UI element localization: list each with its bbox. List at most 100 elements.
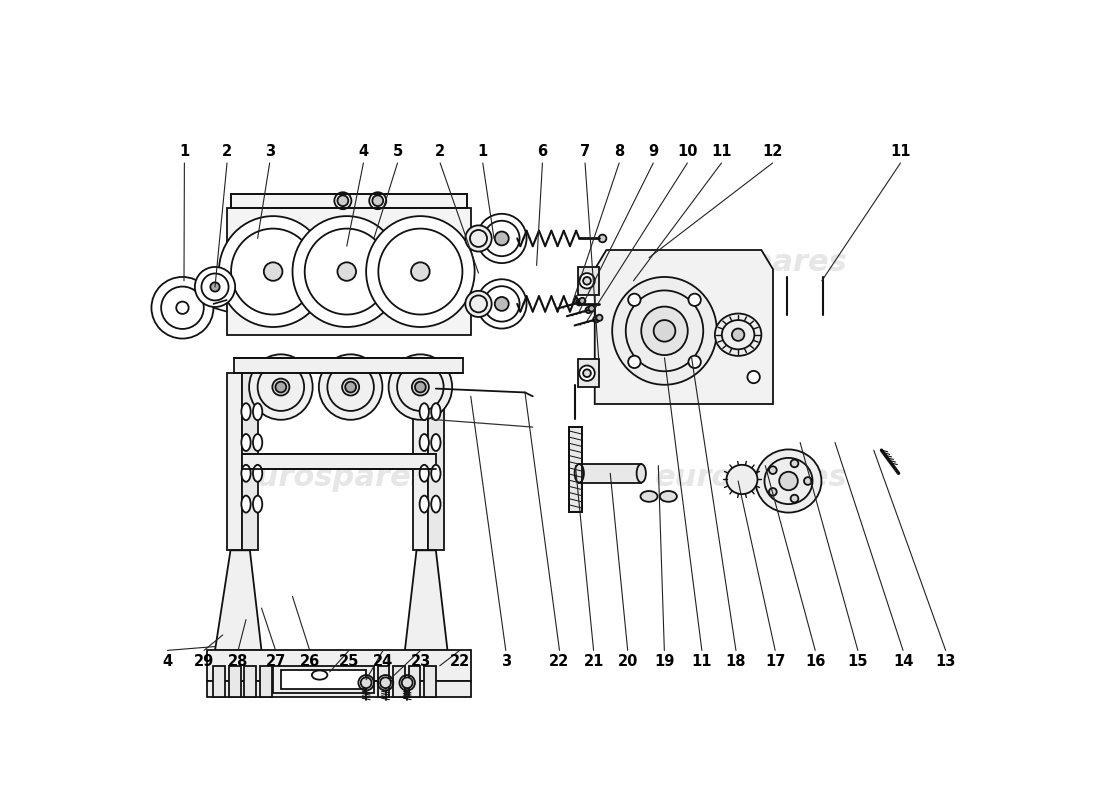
Text: 11: 11	[692, 654, 712, 670]
Circle shape	[580, 298, 585, 304]
Text: 7: 7	[580, 144, 590, 159]
Ellipse shape	[419, 465, 429, 482]
Circle shape	[583, 277, 591, 285]
Polygon shape	[405, 550, 448, 650]
Text: 3: 3	[265, 144, 275, 159]
Text: 14: 14	[893, 654, 913, 670]
Bar	[229, 666, 241, 697]
Ellipse shape	[366, 216, 474, 327]
Bar	[242, 454, 436, 470]
Text: eurospares: eurospares	[654, 248, 848, 277]
Text: 22: 22	[450, 654, 470, 670]
Ellipse shape	[477, 214, 527, 263]
Ellipse shape	[419, 496, 429, 513]
Bar	[578, 359, 600, 387]
Text: 21: 21	[583, 654, 604, 670]
Ellipse shape	[431, 496, 440, 513]
Circle shape	[628, 356, 640, 368]
Ellipse shape	[431, 465, 440, 482]
Circle shape	[210, 282, 220, 291]
Bar	[409, 666, 420, 697]
Circle shape	[495, 231, 508, 246]
Circle shape	[628, 294, 640, 306]
Ellipse shape	[411, 378, 429, 395]
Circle shape	[689, 294, 701, 306]
Ellipse shape	[465, 226, 492, 251]
Circle shape	[576, 299, 582, 306]
Circle shape	[769, 466, 777, 474]
Text: 2: 2	[436, 144, 446, 159]
Ellipse shape	[715, 314, 761, 356]
Text: 3: 3	[500, 654, 510, 670]
Ellipse shape	[653, 320, 675, 342]
Text: 13: 13	[935, 654, 956, 670]
Circle shape	[345, 382, 356, 393]
Ellipse shape	[419, 403, 429, 420]
Ellipse shape	[195, 267, 235, 307]
Text: 22: 22	[549, 654, 570, 670]
Bar	[213, 666, 226, 697]
Circle shape	[593, 316, 600, 322]
Circle shape	[791, 459, 799, 467]
Bar	[578, 267, 600, 294]
Ellipse shape	[253, 434, 262, 451]
Ellipse shape	[241, 434, 251, 451]
Ellipse shape	[640, 491, 658, 502]
Ellipse shape	[312, 670, 328, 680]
Text: 19: 19	[654, 654, 674, 670]
Text: eurospares: eurospares	[654, 463, 848, 493]
Text: 15: 15	[848, 654, 868, 670]
Bar	[425, 666, 436, 697]
Circle shape	[338, 262, 356, 281]
Circle shape	[791, 494, 799, 502]
Ellipse shape	[241, 465, 251, 482]
Text: 27: 27	[265, 654, 286, 670]
Ellipse shape	[253, 496, 262, 513]
Text: 4: 4	[359, 144, 369, 159]
Text: 1: 1	[179, 144, 189, 159]
Bar	[580, 464, 641, 482]
Polygon shape	[595, 250, 773, 404]
Polygon shape	[242, 373, 257, 550]
Circle shape	[596, 314, 603, 321]
Ellipse shape	[152, 277, 213, 338]
Text: 17: 17	[764, 654, 785, 670]
Circle shape	[804, 477, 812, 485]
Polygon shape	[231, 194, 466, 208]
Ellipse shape	[388, 354, 452, 420]
Circle shape	[769, 488, 777, 496]
Ellipse shape	[641, 306, 688, 355]
Circle shape	[415, 382, 426, 393]
Text: 5: 5	[393, 144, 403, 159]
Polygon shape	[234, 358, 463, 373]
Ellipse shape	[293, 216, 402, 327]
Text: 9: 9	[648, 144, 658, 159]
Bar	[207, 682, 471, 697]
Ellipse shape	[249, 354, 312, 420]
Polygon shape	[412, 373, 428, 550]
Text: 26: 26	[299, 654, 320, 670]
Ellipse shape	[637, 464, 646, 482]
Circle shape	[372, 195, 383, 206]
Text: 11: 11	[712, 144, 732, 159]
Circle shape	[275, 382, 286, 393]
Circle shape	[583, 370, 591, 377]
Bar	[260, 666, 272, 697]
Text: 28: 28	[228, 654, 249, 670]
Ellipse shape	[660, 491, 676, 502]
Circle shape	[338, 195, 349, 206]
Circle shape	[747, 371, 760, 383]
Circle shape	[411, 262, 430, 281]
Ellipse shape	[613, 277, 717, 385]
Text: 11: 11	[890, 144, 911, 159]
Circle shape	[598, 234, 606, 242]
Ellipse shape	[465, 291, 492, 317]
Circle shape	[779, 472, 798, 490]
Circle shape	[585, 307, 592, 313]
Text: 12: 12	[762, 144, 783, 159]
Circle shape	[402, 678, 412, 688]
Ellipse shape	[574, 464, 584, 482]
Text: 6: 6	[538, 144, 548, 159]
Ellipse shape	[253, 403, 262, 420]
Ellipse shape	[219, 216, 328, 327]
